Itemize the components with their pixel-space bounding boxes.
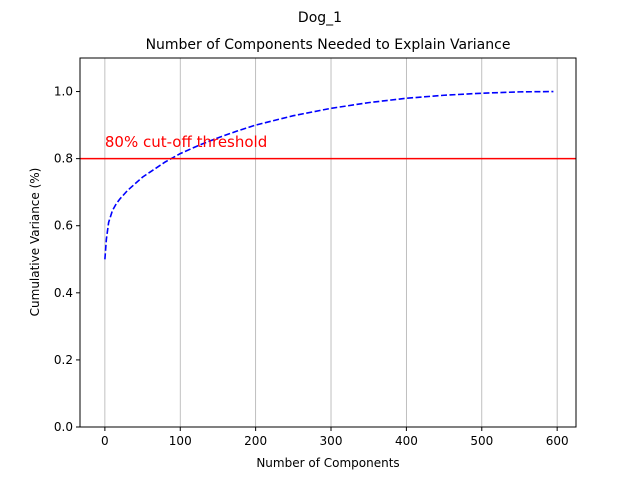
figure-suptitle: Dog_1 [298,10,342,26]
y-tick-label: 0.0 [54,420,73,434]
x-tick-label: 200 [244,434,267,448]
x-axis-ticks: 0 100 200 300 400 500 600 [101,427,569,448]
x-tick-label: 300 [320,434,343,448]
y-tick-label: 0.6 [54,219,73,233]
series-line [104,90,554,260]
threshold-label: 80% cut-off threshold [105,133,267,151]
y-tick-label: 0.8 [54,152,73,166]
x-tick-label: 400 [395,434,418,448]
x-axis-label: Number of Components [256,456,399,470]
y-tick-label: 0.4 [54,286,73,300]
y-tick-label: 0.2 [54,353,73,367]
plot-area: 80% cut-off threshold [80,90,576,260]
x-tick-label: 600 [546,434,569,448]
grid-lines [104,58,558,427]
axes-frame [79,57,577,428]
y-axis-ticks: 0.0 0.2 0.4 0.6 0.8 1.0 [54,85,80,434]
y-axis-label: Cumulative Variance (%) [28,168,42,317]
x-tick-label: 500 [470,434,493,448]
chart-title: Number of Components Needed to Explain V… [146,37,511,53]
x-tick-label: 100 [169,434,192,448]
x-tick-label: 0 [101,434,109,448]
y-tick-label: 1.0 [54,85,73,99]
